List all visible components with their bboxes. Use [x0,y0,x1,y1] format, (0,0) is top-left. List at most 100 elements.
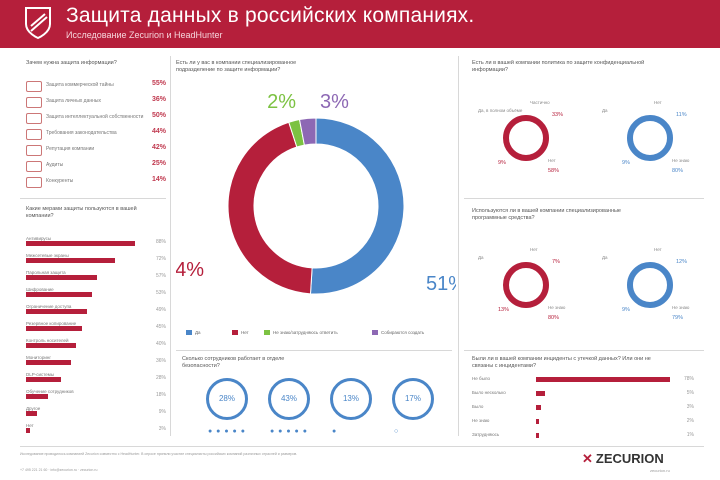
reason-label: Репутация компании [46,146,95,152]
legend-label: Не знаю/затрудняюсь ответить [273,330,338,335]
measure-row: Нет 3% [26,423,166,437]
reason-pct: 14% [151,176,166,183]
measures-title: Какие мерами защиты пользуются в вашей к… [26,206,137,219]
measure-row: Мониторинг 36% [26,355,166,369]
incident-bar [536,405,542,410]
row-divider [20,198,166,199]
legend-swatch [264,330,270,336]
footer-text: Исследование проводилось компанией Zecur… [20,452,298,456]
reason-pct: 36% [151,96,166,103]
incident-pct: 78% [683,376,694,382]
ring-arc [627,262,673,308]
measure-row: Резервное копирование 45% [26,321,166,335]
legend-swatch [232,330,238,336]
measure-row: Парольная защита 57% [26,270,166,284]
incident-label: Не знаю [472,418,490,423]
staff-circle: 43% [268,378,310,420]
measure-bar [26,343,76,348]
donut-slice [227,121,313,295]
reason-row: Защита интеллектуальной собственности 50% [26,112,166,124]
top-right-ring-pct: 9% [622,160,630,166]
reason-icon [26,145,42,156]
footer-contacts: +7 495 221 21 60 · info@zecurion.ru · ze… [20,468,98,472]
bottom-right-ring [627,262,673,308]
incident-bar [536,419,540,424]
staff-person-icons: ○ [394,428,400,435]
rings-top-question: Есть ли в вашей компании политика по защ… [472,60,645,73]
measure-bar [26,428,30,433]
reason-pct: 42% [151,144,166,151]
donut-slice [298,117,317,146]
measure-label: Парольная защита [26,270,66,275]
measure-label: DLP-системы [26,372,55,377]
brand-logo[interactable]: ✕ ZECURION [582,451,664,467]
reason-row: Репутация компании 42% [26,144,166,156]
legend-item: Нет [232,330,249,336]
measure-label: Межсетевые экраны [26,253,69,258]
row-divider [176,350,452,351]
reason-row: Конкуренты 14% [26,176,166,188]
page-subtitle: Исследование Zecurion и HeadHunter [66,30,223,40]
staff-circle: 13% [330,378,372,420]
top-right-ring-label: Нет [654,100,662,105]
incident-bar [536,377,670,382]
header-banner: Защита данных в российских компаниях. Ис… [0,0,720,48]
reason-pct: 44% [151,128,166,135]
measure-pct: 45% [155,324,166,330]
incident-label: Было [472,404,484,409]
top-right-ring-pct: 80% [672,168,684,174]
measure-bar [26,394,49,399]
measure-bar [26,309,87,314]
reason-pct: 25% [151,160,166,167]
top-left-ring-label: Да, в полном объёме [478,108,523,113]
incident-pct: 3% [686,404,694,410]
donut-data-label: 51% [426,273,456,295]
measure-label: Ограничение доступа [26,304,72,309]
measure-bar [26,377,61,382]
reason-icon [26,97,42,108]
top-left-ring-pct: 9% [498,160,506,166]
bottom-left-ring-label: Не знаю [548,305,566,310]
incident-bar [536,391,545,396]
measure-pct: 88% [155,239,166,245]
reason-icon [26,81,42,92]
reason-row: Защита личных данных 36% [26,96,166,108]
incident-label: Затрудняюсь [472,432,500,437]
shield-logo-icon [25,7,51,40]
staff-circle-value: 13% [342,394,359,403]
staff-question: Сколько сотрудников работает в отделе бе… [182,356,285,369]
measure-pct: 57% [155,273,166,279]
reason-row: Аудиты 25% [26,160,166,172]
measure-label: Резервное копирование [26,321,77,326]
measure-row: Антивирусы 88% [26,236,166,250]
top-right-ring-pct: 11% [676,112,687,118]
legend-swatch [186,330,192,336]
reason-icon [26,129,42,140]
page-title: Защита данных в российских компаниях. [66,4,475,27]
reasons-title: Зачем нужна защита информации? [26,60,117,66]
top-right-ring-label: Не знаю [672,158,690,163]
bottom-right-ring-label: Нет [654,247,662,252]
measure-row: Другое 9% [26,406,166,420]
measure-pct: 3% [158,426,166,432]
measure-bar [26,326,82,331]
column-divider [458,56,459,436]
measure-pct: 72% [155,256,166,262]
bottom-left-ring-pct: 7% [552,259,560,265]
measure-pct: 36% [155,358,166,364]
reason-label: Конкуренты [46,178,74,184]
bottom-right-ring-pct: 12% [676,259,688,265]
bottom-left-ring-pct: 13% [498,307,510,313]
measure-pct: 18% [155,392,166,398]
reason-pct: 55% [151,80,166,87]
measure-bar [26,360,71,365]
measure-row: Межсетевые экраны 72% [26,253,166,267]
reason-label: Защита коммерческой тайны [46,82,114,88]
top-left-ring-label: Нет [548,158,556,163]
bottom-left-ring-label: Нет [530,247,538,252]
measure-label: Антивирусы [26,236,52,241]
row-divider [464,198,704,199]
measure-bar [26,241,136,246]
row-divider [464,350,704,351]
staff-person-icons: ● ● ● ● ● [270,428,308,435]
